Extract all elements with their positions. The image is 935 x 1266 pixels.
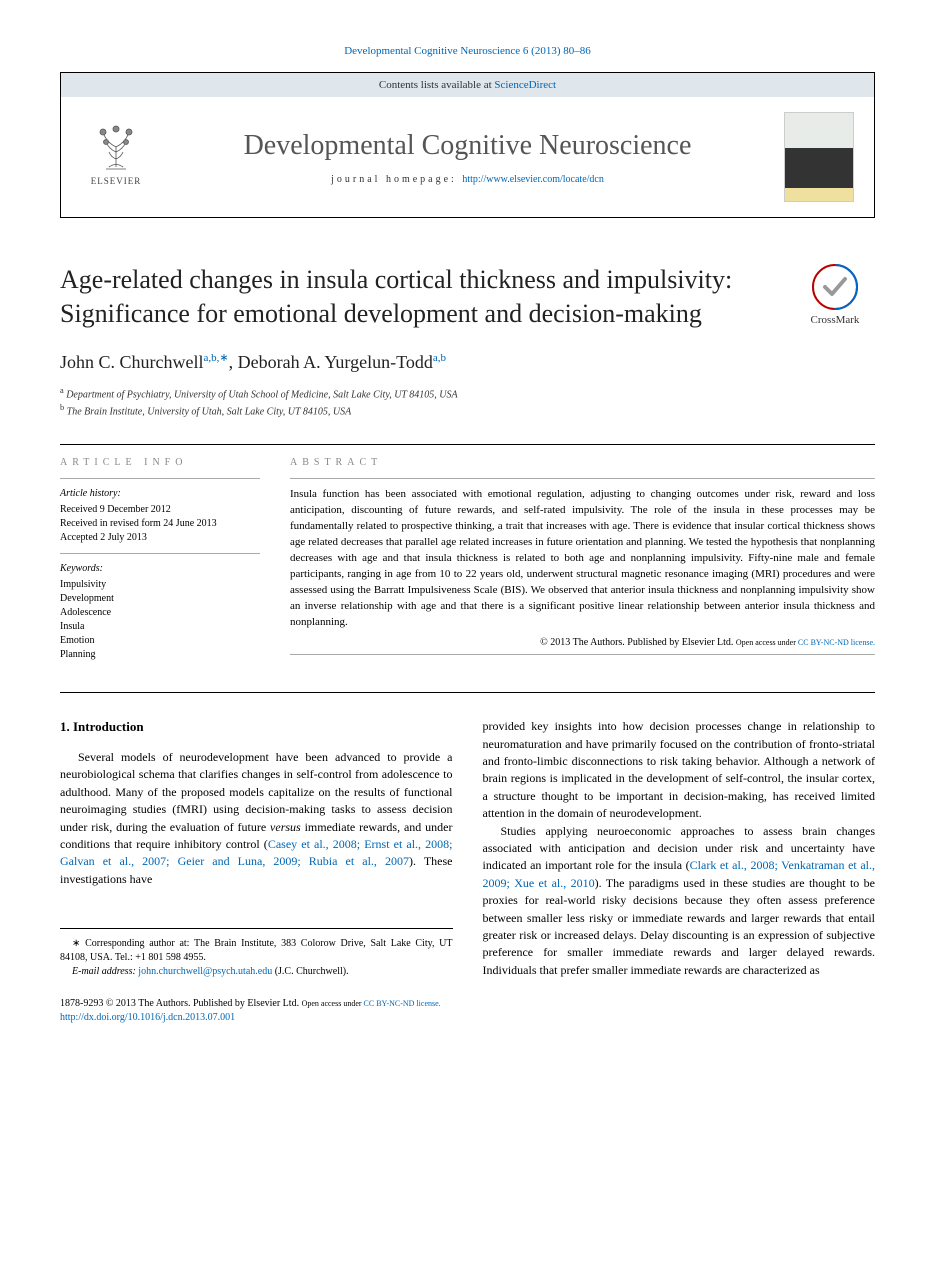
- footer-license-prefix: Open access under: [302, 999, 364, 1008]
- email-suffix: (J.C. Churchwell).: [272, 966, 348, 977]
- journal-cover-thumbnail: [784, 112, 854, 202]
- abstract-heading: abstract: [290, 457, 875, 468]
- authors-line: John C. Churchwella,b,∗, Deborah A. Yurg…: [60, 351, 875, 373]
- running-header: Developmental Cognitive Neuroscience 6 (…: [60, 45, 875, 57]
- homepage-link[interactable]: http://www.elsevier.com/locate/dcn: [462, 174, 604, 185]
- elsevier-label: ELSEVIER: [91, 176, 142, 186]
- body-column-left: 1. Introduction Several models of neurod…: [60, 718, 453, 979]
- license-link[interactable]: CC BY-NC-ND license.: [798, 638, 875, 647]
- section-heading: 1. Introduction: [60, 718, 453, 737]
- body-text: 1. Introduction Several models of neurod…: [60, 718, 875, 979]
- author-2: , Deborah A. Yurgelun-Todd: [229, 352, 433, 372]
- text-italic: versus: [270, 820, 301, 834]
- date-revised: Received in revised form 24 June 2013: [60, 517, 260, 531]
- keyword: Impulsivity: [60, 578, 260, 592]
- abstract-text: Insula function has been associated with…: [290, 487, 875, 630]
- contents-bar: Contents lists available at ScienceDirec…: [61, 73, 874, 97]
- author-1: John C. Churchwell: [60, 352, 204, 372]
- license-prefix: Open access under: [736, 638, 798, 647]
- doi-link[interactable]: http://dx.doi.org/10.1016/j.dcn.2013.07.…: [60, 1012, 235, 1023]
- text-run: ). The paradigms used in these studies a…: [483, 876, 876, 977]
- homepage-label: journal homepage:: [331, 174, 462, 185]
- elsevier-logo: ELSEVIER: [81, 117, 151, 197]
- journal-title: Developmental Cognitive Neuroscience: [151, 130, 784, 162]
- journal-header: Contents lists available at ScienceDirec…: [60, 72, 875, 218]
- sciencedirect-link[interactable]: ScienceDirect: [494, 79, 556, 91]
- section-title: Introduction: [73, 719, 144, 734]
- copyright-text: © 2013 The Authors. Published by Elsevie…: [540, 637, 736, 648]
- crossmark-label: CrossMark: [795, 314, 875, 326]
- journal-homepage-line: journal homepage: http://www.elsevier.co…: [151, 174, 784, 185]
- keyword: Development: [60, 592, 260, 606]
- keywords-label: Keywords:: [60, 562, 260, 576]
- paragraph: provided key insights into how decision …: [483, 718, 876, 822]
- affiliation-a: Department of Psychiatry, University of …: [66, 389, 457, 400]
- email-link[interactable]: john.churchwell@psych.utah.edu: [138, 966, 272, 977]
- date-accepted: Accepted 2 July 2013: [60, 531, 260, 545]
- paragraph: Studies applying neuroeconomic approache…: [483, 823, 876, 980]
- keyword: Emotion: [60, 634, 260, 648]
- contents-label: Contents lists available at: [379, 79, 494, 91]
- abstract-copyright: © 2013 The Authors. Published by Elsevie…: [290, 637, 875, 648]
- author-1-affil: a,b,∗: [204, 352, 229, 364]
- article-title: Age-related changes in insula cortical t…: [60, 263, 775, 331]
- body-column-right: provided key insights into how decision …: [483, 718, 876, 979]
- keyword: Adolescence: [60, 606, 260, 620]
- keyword: Insula: [60, 620, 260, 634]
- issn-copyright: 1878-9293 © 2013 The Authors. Published …: [60, 998, 302, 1009]
- paragraph: Several models of neurodevelopment have …: [60, 749, 453, 888]
- email-label: E-mail address:: [72, 966, 138, 977]
- affiliations: a Department of Psychiatry, University o…: [60, 385, 875, 420]
- corresponding-author: ∗ Corresponding author at: The Brain Ins…: [60, 937, 453, 965]
- abstract-column: abstract Insula function has been associ…: [290, 447, 875, 662]
- section-number: 1.: [60, 719, 70, 734]
- article-info-column: article info Article history: Received 9…: [60, 447, 260, 662]
- affiliation-b: The Brain Institute, University of Utah,…: [67, 406, 352, 417]
- crossmark-badge[interactable]: CrossMark: [795, 263, 875, 326]
- keyword: Planning: [60, 648, 260, 662]
- author-2-affil: a,b: [433, 352, 446, 364]
- article-info-heading: article info: [60, 457, 260, 468]
- page-footer: 1878-9293 © 2013 The Authors. Published …: [60, 997, 875, 1025]
- date-received: Received 9 December 2012: [60, 503, 260, 517]
- footer-license-link[interactable]: CC BY-NC-ND license.: [364, 999, 441, 1008]
- history-label: Article history:: [60, 487, 260, 501]
- footnote-block: ∗ Corresponding author at: The Brain Ins…: [60, 928, 453, 979]
- elsevier-tree-icon: [91, 117, 141, 172]
